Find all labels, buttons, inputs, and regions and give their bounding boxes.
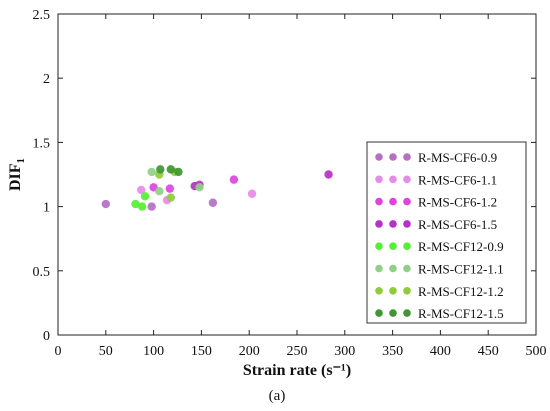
x-tick-label: 0 bbox=[55, 344, 62, 359]
x-tick-label: 300 bbox=[334, 344, 355, 359]
legend-entry-label: R-MS-CF12-1.5 bbox=[418, 306, 504, 321]
y-tick-label: 1.5 bbox=[33, 136, 51, 151]
data-point bbox=[156, 165, 165, 174]
x-tick-label: 200 bbox=[239, 344, 260, 359]
legend-marker bbox=[375, 309, 383, 317]
legend-marker bbox=[389, 264, 397, 273]
legend-marker bbox=[375, 175, 383, 184]
legend-entry-label: R-MS-CF6-1.2 bbox=[418, 195, 497, 210]
legend-marker bbox=[375, 264, 383, 273]
legend-entry-label: R-MS-CF6-0.9 bbox=[418, 150, 497, 165]
x-tick-label: 150 bbox=[191, 344, 212, 359]
legend: R-MS-CF6-0.9 R-MS-CF6-1.1 R-MS-CF6-1.2 R-MS… bbox=[366, 141, 527, 324]
data-point bbox=[137, 202, 147, 211]
data-point bbox=[166, 193, 176, 202]
x-tick-label: 450 bbox=[478, 344, 499, 359]
legend-marker bbox=[389, 309, 397, 317]
data-point bbox=[208, 198, 218, 207]
legend-marker bbox=[375, 220, 383, 228]
data-point bbox=[174, 167, 183, 177]
y-tick-label: 2.5 bbox=[33, 8, 51, 23]
legend-entry-label: R-MS-CF12-1.2 bbox=[418, 284, 504, 299]
legend-marker bbox=[403, 242, 411, 250]
legend-marker bbox=[375, 242, 383, 250]
legend-marker bbox=[403, 264, 411, 273]
x-tick-label: 350 bbox=[382, 344, 403, 359]
x-tick-label: 250 bbox=[287, 344, 308, 359]
legend-marker bbox=[389, 287, 397, 295]
axes: 0 50 100 150 200 250 300 350 400 450 500 0 0.5 1 1.5 2 2… bbox=[33, 8, 547, 359]
x-tick-label: 400 bbox=[430, 344, 451, 359]
legend-marker bbox=[389, 220, 397, 228]
legend-entry-label: R-MS-CF12-1.1 bbox=[418, 262, 504, 277]
legend-marker bbox=[389, 197, 397, 206]
figure-caption: (a) bbox=[269, 388, 286, 404]
data-point bbox=[147, 167, 156, 177]
legend-entry-label: R-MS-CF6-1.1 bbox=[418, 172, 497, 187]
y-axis-label: DIF1 bbox=[7, 158, 27, 191]
data-point bbox=[131, 199, 140, 209]
legend-marker bbox=[403, 287, 411, 295]
legend-marker bbox=[389, 175, 397, 184]
data-points bbox=[101, 165, 333, 211]
legend-marker bbox=[403, 220, 411, 228]
data-point bbox=[101, 199, 111, 209]
legend-marker bbox=[403, 153, 411, 161]
legend-marker bbox=[403, 197, 411, 206]
y-tick-label: 0.5 bbox=[33, 265, 51, 280]
data-point bbox=[166, 165, 176, 174]
data-point bbox=[140, 192, 150, 201]
legend-marker bbox=[389, 153, 397, 161]
y-tick-label: 1 bbox=[43, 201, 50, 216]
legend-marker bbox=[375, 153, 383, 161]
data-point bbox=[155, 186, 164, 196]
data-point bbox=[147, 202, 156, 211]
data-point bbox=[229, 175, 239, 184]
y-axis-label-main: DIF bbox=[7, 163, 24, 191]
y-tick-label: 2 bbox=[43, 72, 50, 87]
data-point bbox=[324, 170, 333, 179]
data-point bbox=[247, 189, 257, 198]
legend-entry-label: R-MS-CF6-1.5 bbox=[418, 217, 497, 232]
data-point bbox=[136, 185, 146, 195]
legend-marker bbox=[403, 309, 411, 317]
legend-marker bbox=[389, 242, 397, 250]
y-tick-label: 0 bbox=[43, 329, 50, 344]
x-tick-label: 500 bbox=[526, 344, 547, 359]
legend-marker bbox=[403, 175, 411, 184]
legend-marker bbox=[375, 287, 383, 295]
x-tick-label: 100 bbox=[143, 344, 164, 359]
x-tick-label: 50 bbox=[99, 344, 113, 359]
legend-entry-label: R-MS-CF12-0.9 bbox=[418, 239, 504, 254]
y-axis-label-subscript: 1 bbox=[15, 158, 27, 164]
data-point bbox=[165, 184, 175, 193]
x-axis-label: Strain rate (s⁻¹) bbox=[243, 362, 351, 379]
data-point bbox=[195, 183, 204, 192]
legend-marker bbox=[375, 197, 383, 206]
